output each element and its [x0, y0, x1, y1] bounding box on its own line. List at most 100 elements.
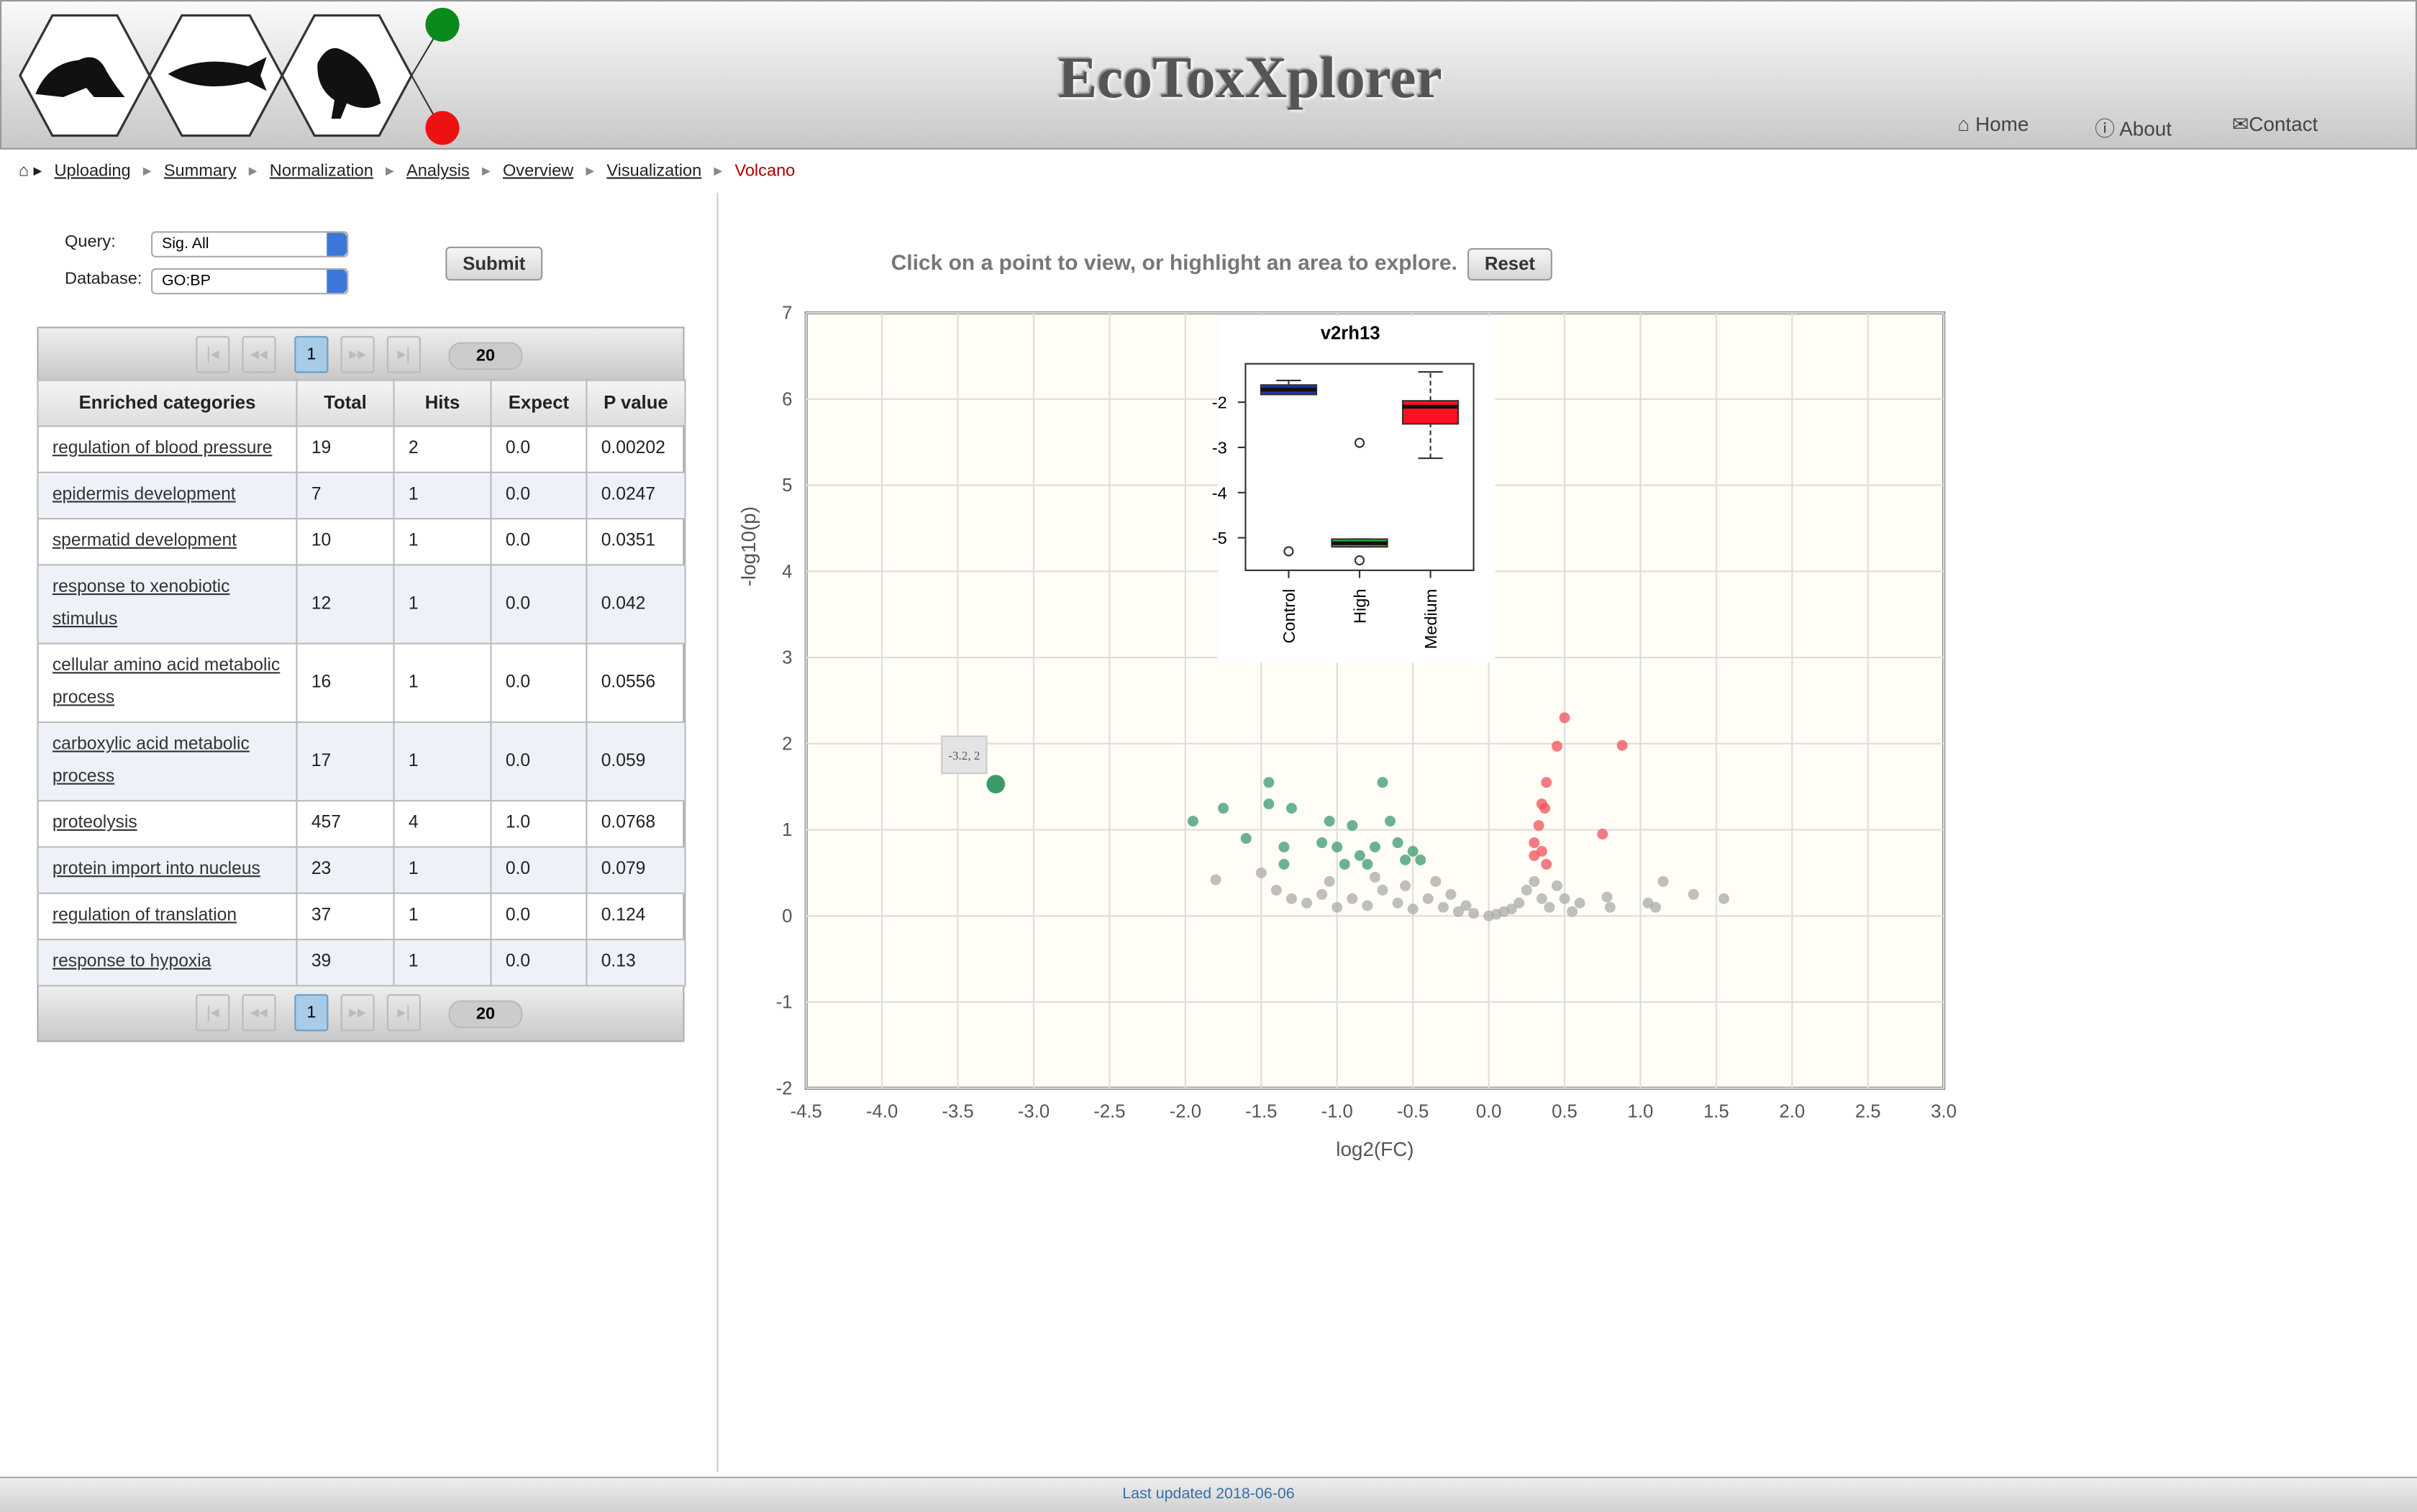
- data-point[interactable]: [1437, 901, 1449, 913]
- data-point[interactable]: [1559, 712, 1570, 724]
- first-page[interactable]: |◂: [196, 994, 230, 1031]
- nav-about[interactable]: ⓘ About: [2095, 117, 2172, 140]
- data-point[interactable]: [1422, 893, 1434, 904]
- data-point[interactable]: [1339, 858, 1350, 870]
- data-point[interactable]: [1650, 901, 1662, 913]
- data-point[interactable]: [1240, 833, 1252, 844]
- category-link[interactable]: regulation of translation: [52, 906, 237, 925]
- data-point[interactable]: [1467, 908, 1479, 919]
- data-point[interactable]: [1657, 875, 1669, 887]
- data-point[interactable]: [1400, 880, 1411, 891]
- data-point[interactable]: [1316, 888, 1328, 900]
- category-link[interactable]: proteolysis: [52, 814, 137, 833]
- data-point[interactable]: [1324, 816, 1335, 827]
- data-point[interactable]: [1529, 850, 1540, 861]
- last-page[interactable]: ▸|: [386, 994, 421, 1031]
- data-point[interactable]: [1567, 906, 1578, 917]
- next-page[interactable]: ▸▸: [340, 336, 375, 373]
- data-point[interactable]: [1460, 900, 1472, 911]
- data-point[interactable]: [1604, 901, 1616, 913]
- nav-contact[interactable]: ✉Contact: [2231, 112, 2318, 136]
- category-link[interactable]: regulation of blood pressure: [52, 439, 273, 458]
- data-point[interactable]: [1369, 871, 1380, 883]
- home-icon[interactable]: ⌂ ▸: [18, 162, 42, 181]
- data-point[interactable]: [1415, 854, 1426, 865]
- data-point[interactable]: [1529, 875, 1540, 887]
- category-link[interactable]: protein import into nucleus: [52, 860, 260, 879]
- reset-button[interactable]: Reset: [1467, 248, 1552, 281]
- data-point[interactable]: [1270, 884, 1282, 896]
- data-point[interactable]: [1255, 867, 1267, 878]
- category-link[interactable]: response to hypoxia: [52, 952, 211, 971]
- data-point[interactable]: [1324, 875, 1335, 887]
- data-point[interactable]: [1539, 803, 1551, 814]
- data-point[interactable]: [1301, 897, 1313, 908]
- data-point[interactable]: [1347, 820, 1358, 832]
- prev-page[interactable]: ◂◂: [242, 994, 276, 1031]
- category-link[interactable]: epidermis development: [52, 486, 236, 504]
- category-link[interactable]: spermatid development: [52, 532, 237, 550]
- data-point[interactable]: [1263, 798, 1275, 810]
- category-link[interactable]: cellular amino acid metabolic process: [52, 656, 281, 708]
- data-point[interactable]: [1377, 884, 1388, 896]
- data-point[interactable]: [1430, 875, 1442, 887]
- data-point[interactable]: [1285, 893, 1297, 904]
- category-link[interactable]: response to xenobiotic stimulus: [52, 578, 230, 629]
- data-point[interactable]: [1559, 893, 1570, 904]
- last-page[interactable]: ▸|: [386, 336, 421, 373]
- page-number[interactable]: 1: [294, 994, 329, 1031]
- query-select[interactable]: Sig. All: [151, 231, 349, 258]
- data-point[interactable]: [1407, 903, 1419, 915]
- data-point[interactable]: [1536, 893, 1547, 904]
- data-point[interactable]: [1601, 891, 1613, 903]
- data-point[interactable]: [1533, 820, 1544, 832]
- data-point[interactable]: [1445, 888, 1457, 900]
- data-point[interactable]: [1362, 858, 1373, 870]
- breadcrumb-item[interactable]: Normalization: [269, 162, 373, 181]
- data-point[interactable]: [1718, 893, 1729, 904]
- data-point[interactable]: [1392, 897, 1403, 908]
- next-page[interactable]: ▸▸: [340, 994, 375, 1031]
- data-point[interactable]: [1377, 777, 1388, 788]
- data-point[interactable]: [1400, 854, 1411, 865]
- data-point[interactable]: [1407, 846, 1419, 857]
- nav-label[interactable]: Contact: [2249, 112, 2318, 136]
- data-point[interactable]: [1278, 858, 1290, 870]
- data-point[interactable]: [1187, 816, 1198, 827]
- data-point[interactable]: [986, 775, 1006, 793]
- first-page[interactable]: |◂: [196, 336, 230, 373]
- page-size[interactable]: 20: [448, 1000, 523, 1029]
- data-point[interactable]: [1506, 903, 1517, 915]
- breadcrumb-item[interactable]: Overview: [502, 162, 574, 181]
- data-point[interactable]: [1218, 803, 1229, 814]
- breadcrumb-item[interactable]: Uploading: [54, 162, 131, 181]
- data-point[interactable]: [1278, 842, 1290, 853]
- data-point[interactable]: [1263, 777, 1275, 788]
- nav-label[interactable]: About: [2119, 117, 2172, 140]
- data-point[interactable]: [1392, 837, 1403, 849]
- data-point[interactable]: [1369, 842, 1380, 853]
- nav-home[interactable]: ⌂ Home: [1957, 112, 2029, 136]
- page-size[interactable]: 20: [448, 342, 523, 370]
- data-point[interactable]: [1574, 897, 1585, 908]
- data-point[interactable]: [1490, 908, 1502, 920]
- prev-page[interactable]: ◂◂: [242, 336, 276, 373]
- breadcrumb-item[interactable]: Summary: [163, 162, 237, 181]
- nav-label[interactable]: Home: [1975, 112, 2029, 136]
- data-point[interactable]: [1332, 901, 1343, 913]
- submit-button[interactable]: Submit: [445, 246, 543, 281]
- data-point[interactable]: [1541, 777, 1552, 788]
- data-point[interactable]: [1541, 858, 1552, 870]
- breadcrumb-item[interactable]: Analysis: [406, 162, 470, 181]
- data-point[interactable]: [1597, 829, 1608, 840]
- data-point[interactable]: [1529, 837, 1540, 849]
- breadcrumb-item[interactable]: Visualization: [606, 162, 702, 181]
- data-point[interactable]: [1210, 874, 1221, 885]
- data-point[interactable]: [1688, 888, 1699, 900]
- data-point[interactable]: [1551, 880, 1562, 891]
- page-number[interactable]: 1: [294, 336, 329, 373]
- data-point[interactable]: [1285, 803, 1297, 814]
- data-point[interactable]: [1544, 901, 1555, 913]
- data-point[interactable]: [1452, 906, 1464, 917]
- data-point[interactable]: [1362, 900, 1373, 911]
